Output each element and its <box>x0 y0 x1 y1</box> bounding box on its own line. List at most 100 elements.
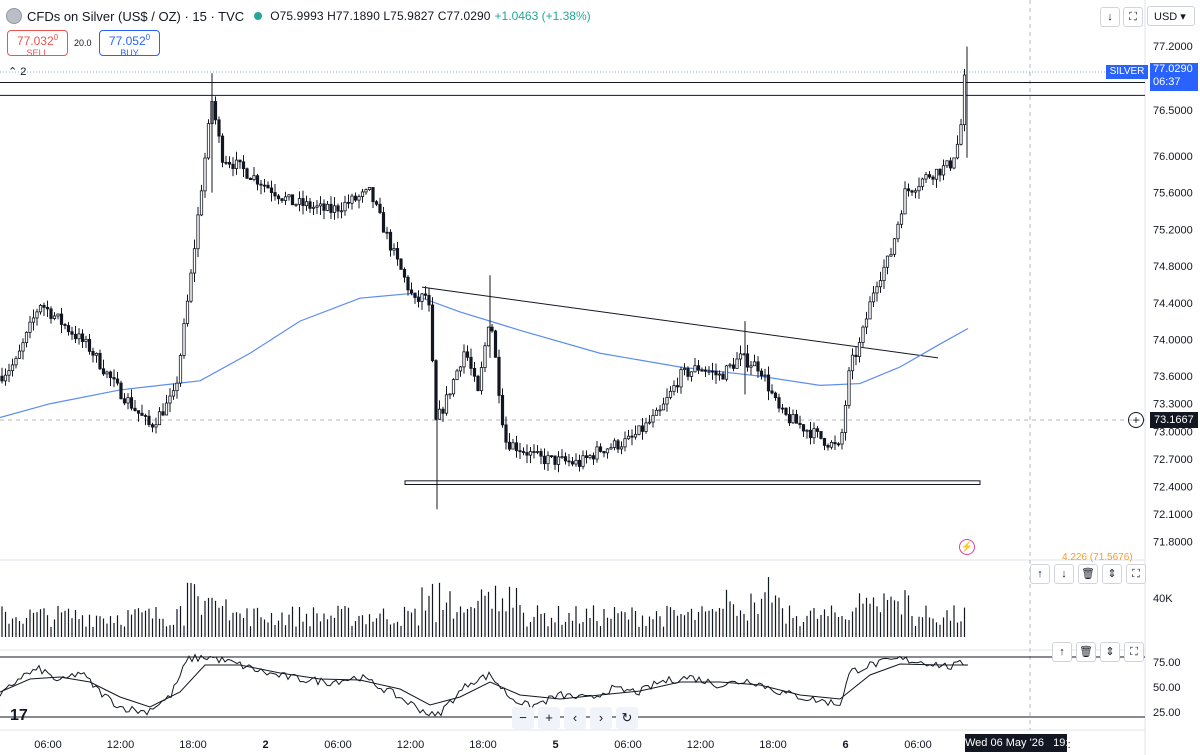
move-up-icon[interactable]: ↑ <box>1052 642 1072 662</box>
support-zone <box>404 480 981 486</box>
candle-body <box>815 428 820 432</box>
candle-body <box>878 280 883 288</box>
candle-body <box>115 378 120 384</box>
candle-body <box>346 201 351 204</box>
price-tick-label: 76.0000 <box>1153 151 1193 163</box>
candle-body <box>416 297 421 302</box>
maximize-icon[interactable]: ⛶ <box>1124 642 1144 662</box>
candle-body <box>819 431 823 439</box>
lightning-event-icon[interactable]: ⚡ <box>959 539 975 555</box>
candle-body <box>528 451 533 456</box>
candle-body <box>514 442 519 452</box>
candle-body <box>367 187 372 191</box>
candle-body <box>749 365 753 368</box>
candle-body <box>931 176 935 180</box>
oscillator-tick-label: 75.00 <box>1153 657 1181 669</box>
candle-body <box>238 159 242 163</box>
candle-body <box>462 351 466 368</box>
candle-body <box>654 409 659 416</box>
move-up-icon[interactable]: ↑ <box>1030 564 1050 584</box>
chart-title[interactable]: CFDs on Silver (US$ / OZ) · 15 · TVC <box>27 8 245 24</box>
candle-body <box>402 268 407 278</box>
candle-body <box>703 369 708 372</box>
candle-body <box>164 402 169 416</box>
candle-body <box>178 355 183 384</box>
price-tick-label: 71.8000 <box>1153 536 1193 548</box>
candle-body <box>241 161 246 170</box>
candle-body <box>920 178 925 187</box>
indicator-legend-toggle[interactable]: ⌃ 2 <box>8 66 27 78</box>
collapse-icon[interactable]: ⇕ <box>1102 564 1122 584</box>
candle-body <box>955 143 960 159</box>
candle-body <box>206 123 211 159</box>
candle-body <box>374 201 379 205</box>
candle-body <box>535 451 540 453</box>
time-tick-label: 2 <box>262 739 268 751</box>
candle-body <box>266 184 270 189</box>
candle-body <box>546 455 550 465</box>
delete-icon[interactable]: 🗑 <box>1078 564 1098 584</box>
candle-body <box>591 455 596 460</box>
candle-body <box>714 370 718 376</box>
oscillator-tick-label: 25.00 <box>1153 707 1181 719</box>
hidden-price-label: 4.226 (71.5676) <box>1062 552 1133 563</box>
candle-body <box>87 338 92 352</box>
candle-body <box>724 365 729 380</box>
candle-body <box>745 353 750 368</box>
add-alert-plus-icon[interactable]: + <box>1128 412 1144 428</box>
buy-button[interactable]: 77.0520 BUY <box>99 30 160 58</box>
candle-body <box>63 324 67 326</box>
candle-body <box>234 159 239 169</box>
candle-body <box>455 370 459 380</box>
candle-body <box>451 379 456 395</box>
maximize-icon[interactable]: ⛶ <box>1126 564 1146 584</box>
candle-body <box>203 157 207 192</box>
time-tick-label: 18:00 <box>469 739 497 751</box>
crosshair-time-tag: Wed 06 May '26 19:30 <box>965 734 1081 752</box>
price-tick-label: 72.7000 <box>1153 454 1193 466</box>
zoom-out-icon[interactable]: − <box>512 707 534 729</box>
candle-body <box>948 160 953 169</box>
volume-pane-controls: ↑ ↓ 🗑 ⇕ ⛶ <box>1030 564 1146 584</box>
candle-body <box>350 195 354 204</box>
candle-body <box>252 175 256 181</box>
candle-body <box>10 364 15 372</box>
candle-body <box>605 448 610 454</box>
move-down-icon[interactable]: ↓ <box>1054 564 1074 584</box>
candle-body <box>556 456 561 465</box>
candle-body <box>647 421 652 424</box>
scroll-left-icon[interactable]: ‹ <box>564 707 586 729</box>
zoom-in-icon[interactable]: + <box>538 707 560 729</box>
collapse-icon[interactable]: ⇕ <box>1100 642 1120 662</box>
candle-body <box>959 124 963 145</box>
candle-body <box>325 203 330 211</box>
sell-button[interactable]: 77.0320 SELL <box>7 30 68 58</box>
candle-body <box>227 161 232 165</box>
sell-price-sup: 0 <box>53 33 59 42</box>
fullscreen-icon[interactable]: ⛶ <box>1123 7 1143 27</box>
candle-body <box>644 422 648 432</box>
candle-body <box>483 345 487 368</box>
oscillator-tick-label: 50.00 <box>1153 682 1181 694</box>
candle-body <box>525 452 529 456</box>
candle-body <box>255 175 260 185</box>
scroll-right-icon[interactable]: › <box>590 707 612 729</box>
candle-body <box>752 361 757 367</box>
candle-body <box>889 253 893 257</box>
candle-body <box>220 135 225 163</box>
candle-body <box>833 442 837 445</box>
candle-body <box>385 231 389 234</box>
candle-body <box>479 367 484 392</box>
candle-body <box>423 293 428 296</box>
currency-select[interactable]: USD ▾ <box>1147 6 1195 26</box>
tradingview-logo-icon[interactable]: 17 <box>10 707 28 724</box>
delete-icon[interactable]: 🗑 <box>1076 642 1096 662</box>
candle-body <box>962 74 967 126</box>
candle-body <box>336 205 340 212</box>
download-arrow-icon[interactable]: ↓ <box>1100 7 1120 27</box>
price-tick-label: 75.6000 <box>1153 188 1193 200</box>
candle-body <box>437 408 442 420</box>
candle-body <box>504 424 508 443</box>
reset-chart-icon[interactable]: ↻ <box>616 707 638 729</box>
